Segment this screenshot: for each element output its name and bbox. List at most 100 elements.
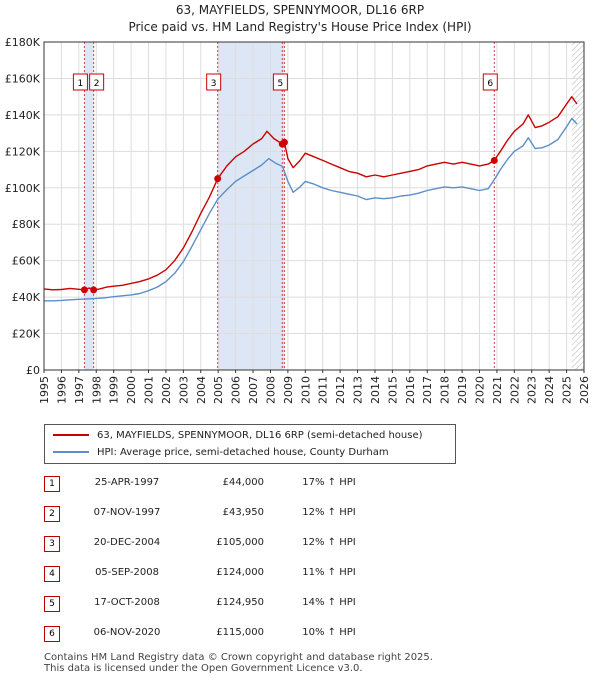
chart-label-text: 2 — [94, 79, 100, 89]
legend-label-hpi: HPI: Average price, semi-detached house,… — [97, 447, 389, 458]
transaction-number: 2 — [44, 506, 60, 522]
y-tick-label: £180K — [5, 36, 41, 49]
transaction-hpi: 11% ↑ HPI — [302, 567, 356, 578]
legend-item-hpi: HPI: Average price, semi-detached house,… — [53, 445, 389, 461]
shaded-range — [84, 42, 94, 370]
transaction-marker — [90, 286, 98, 294]
x-tick-label: 2024 — [543, 376, 556, 404]
x-tick-label: 2008 — [264, 376, 277, 404]
x-tick-label: 2016 — [404, 376, 417, 404]
x-tick-label: 2011 — [317, 376, 330, 404]
y-tick-label: £60K — [12, 255, 41, 268]
legend-swatch-hpi — [53, 451, 89, 453]
table-row: 4 05-SEP-2008 £124,000 11% ↑ HPI — [44, 562, 464, 592]
table-row: 1 25-APR-1997 £44,000 17% ↑ HPI — [44, 472, 464, 502]
y-tick-label: £160K — [5, 72, 41, 85]
plot-frame — [43, 41, 585, 371]
x-tick-label: 2019 — [456, 376, 469, 404]
x-tick-label: 1999 — [108, 376, 121, 404]
legend-swatch-price — [53, 434, 89, 436]
table-row: 2 07-NOV-1997 £43,950 12% ↑ HPI — [44, 502, 464, 532]
chart-label-box — [89, 73, 105, 91]
x-tick-label: 2022 — [508, 376, 521, 404]
chart-label-text: 1 — [78, 79, 84, 89]
transaction-number: 4 — [44, 566, 60, 582]
transaction-hpi: 12% ↑ HPI — [302, 537, 356, 548]
y-tick-label: £40K — [12, 291, 41, 304]
transaction-date: 06-NOV-2020 — [93, 627, 161, 638]
footer-license: This data is licensed under the Open Gov… — [44, 663, 363, 674]
transaction-date: 07-NOV-1997 — [93, 507, 161, 518]
y-tick-label: £140K — [5, 109, 41, 122]
y-tick-label: £120K — [5, 145, 41, 158]
transaction-number: 3 — [44, 536, 60, 552]
y-tick-label: £0 — [26, 364, 40, 377]
transaction-date: 20-DEC-2004 — [93, 537, 161, 548]
x-tick-label: 2000 — [125, 376, 138, 404]
chart-label-text: 3 — [211, 79, 217, 89]
x-tick-label: 1996 — [55, 376, 68, 404]
x-tick-label: 1998 — [90, 376, 103, 404]
y-tick-label: £80K — [12, 218, 41, 231]
chart-label-box — [482, 73, 498, 91]
transaction-marker — [80, 286, 88, 294]
x-tick-label: 2013 — [352, 376, 365, 404]
x-tick-label: 2007 — [247, 376, 260, 404]
x-tick-label: 2025 — [561, 376, 574, 404]
transaction-date: 05-SEP-2008 — [95, 567, 159, 578]
chart-label-box — [272, 73, 288, 91]
transaction-price: £43,950 — [222, 507, 264, 518]
legend-item-price: 63, MAYFIELDS, SPENNYMOOR, DL16 6RP (sem… — [53, 428, 423, 444]
title: 63, MAYFIELDS, SPENNYMOOR, DL16 6RP — [175, 3, 425, 17]
shaded-range — [217, 42, 285, 370]
transaction-price: £44,000 — [222, 477, 264, 488]
transaction-hpi: 12% ↑ HPI — [302, 507, 356, 518]
x-tick-label: 2004 — [195, 376, 208, 404]
table-row: 6 06-NOV-2020 £115,000 10% ↑ HPI — [44, 622, 464, 652]
x-tick-label: 2001 — [143, 376, 156, 404]
transactions-table: 1 25-APR-1997 £44,000 17% ↑ HPI 2 07-NOV… — [44, 472, 464, 652]
transaction-number: 6 — [44, 626, 60, 642]
transaction-price: £115,000 — [216, 627, 264, 638]
table-row: 5 17-OCT-2008 £124,950 14% ↑ HPI — [44, 592, 464, 622]
x-tick-label: 2002 — [160, 376, 173, 404]
x-tick-label: 2005 — [212, 376, 225, 404]
footer-copyright: Contains HM Land Registry data © Crown c… — [44, 652, 433, 663]
transaction-marker — [214, 175, 222, 183]
projection-hatch — [571, 42, 584, 370]
x-tick-label: 2020 — [473, 376, 486, 404]
x-tick-label: 2021 — [491, 376, 504, 404]
x-tick-label: 1995 — [38, 376, 51, 404]
transaction-marker — [490, 156, 498, 164]
x-tick-label: 2015 — [386, 376, 399, 404]
x-tick-label: 2018 — [439, 376, 452, 404]
x-tick-label: 2017 — [421, 376, 434, 404]
transaction-price: £124,000 — [216, 567, 264, 578]
transaction-date: 25-APR-1997 — [94, 477, 160, 488]
transaction-hpi: 17% ↑ HPI — [302, 477, 356, 488]
footer: Contains HM Land Registry data © Crown c… — [44, 652, 433, 674]
x-tick-label: 2014 — [369, 376, 382, 404]
subtitle: Price paid vs. HM Land Registry's House … — [128, 20, 472, 34]
transaction-marker — [280, 138, 288, 146]
y-tick-label: £100K — [5, 182, 41, 195]
x-tick-label: 2023 — [526, 376, 539, 404]
chart-label-text: 5 — [278, 79, 284, 89]
transaction-date: 17-OCT-2008 — [94, 597, 160, 608]
transaction-hpi: 10% ↑ HPI — [302, 627, 356, 638]
chart-label-box — [72, 73, 88, 91]
chart-title: 63, MAYFIELDS, SPENNYMOOR, DL16 6RP Pric… — [0, 2, 600, 36]
hpi-line — [44, 117, 578, 302]
x-tick-label: 2009 — [282, 376, 295, 404]
transaction-hpi: 14% ↑ HPI — [302, 597, 356, 608]
table-row: 3 20-DEC-2004 £105,000 12% ↑ HPI — [44, 532, 464, 562]
chart-label-box — [206, 73, 222, 91]
y-tick-label: £20K — [12, 328, 41, 341]
x-tick-label: 1997 — [73, 376, 86, 404]
x-tick-label: 2026 — [578, 376, 591, 404]
transaction-price: £105,000 — [216, 537, 264, 548]
chart-label-text: 6 — [487, 79, 493, 89]
transaction-number: 5 — [44, 596, 60, 612]
x-tick-label: 2012 — [334, 376, 347, 404]
